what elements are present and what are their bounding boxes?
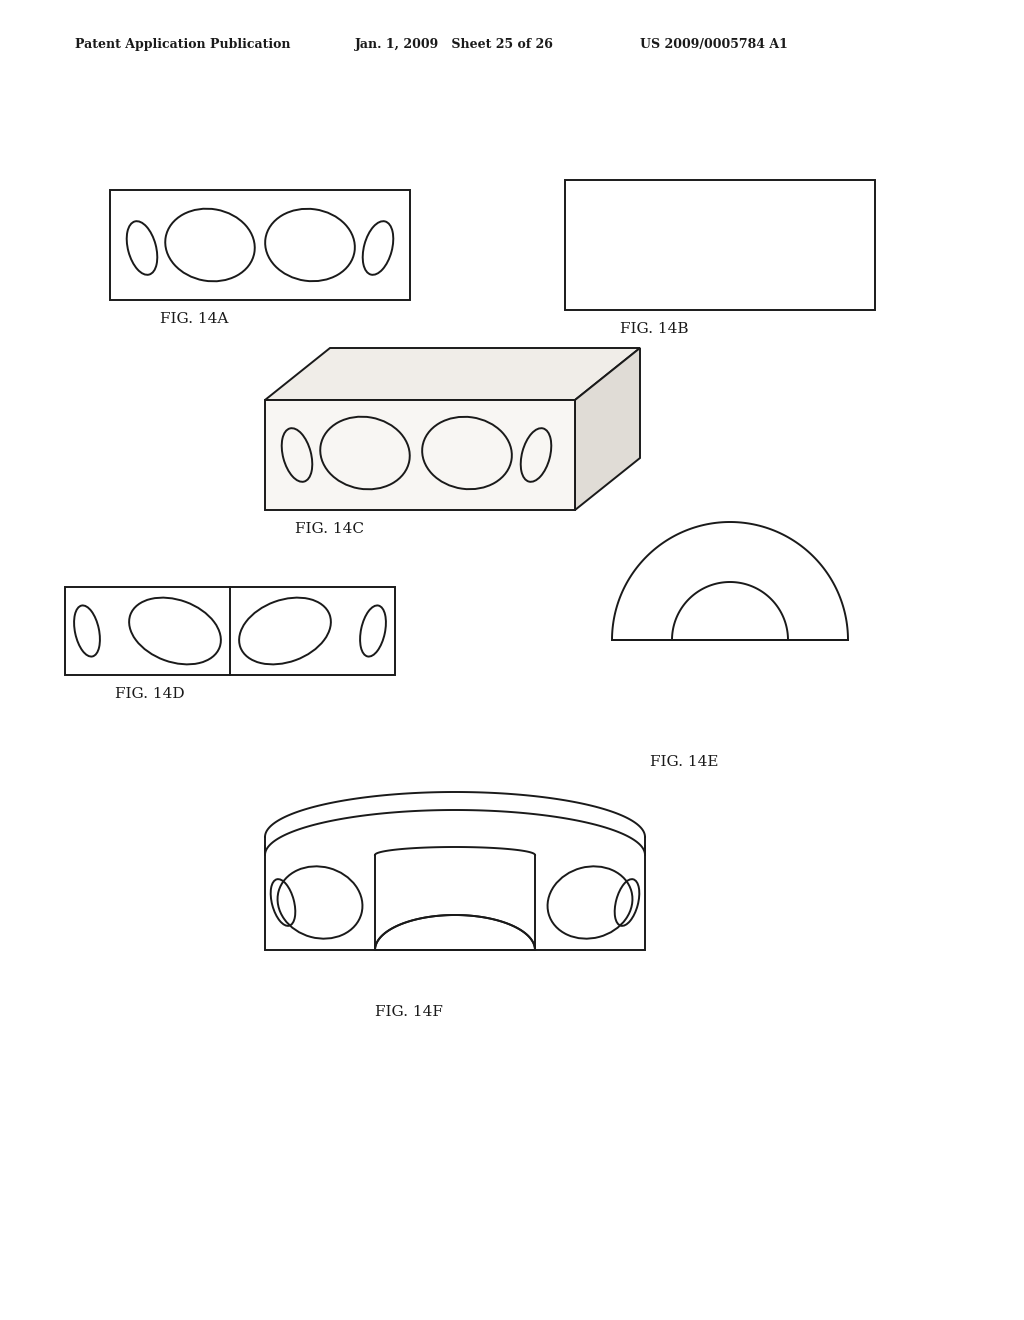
Text: FIG. 14D: FIG. 14D [115, 686, 184, 701]
Bar [110, 190, 410, 300]
Polygon shape [612, 521, 848, 640]
Text: FIG. 14C: FIG. 14C [295, 521, 364, 536]
Text: FIG. 14A: FIG. 14A [160, 312, 228, 326]
Polygon shape [265, 348, 640, 400]
Bar [265, 400, 575, 510]
Text: FIG. 14F: FIG. 14F [375, 1005, 442, 1019]
Bar [65, 587, 395, 675]
Text: FIG. 14E: FIG. 14E [650, 755, 719, 770]
Text: US 2009/0005784 A1: US 2009/0005784 A1 [640, 38, 787, 51]
Polygon shape [575, 348, 640, 510]
Polygon shape [265, 810, 645, 950]
Bar [565, 180, 874, 310]
Text: Jan. 1, 2009   Sheet 25 of 26: Jan. 1, 2009 Sheet 25 of 26 [355, 38, 554, 51]
Text: FIG. 14B: FIG. 14B [620, 322, 688, 337]
Text: Patent Application Publication: Patent Application Publication [75, 38, 291, 51]
